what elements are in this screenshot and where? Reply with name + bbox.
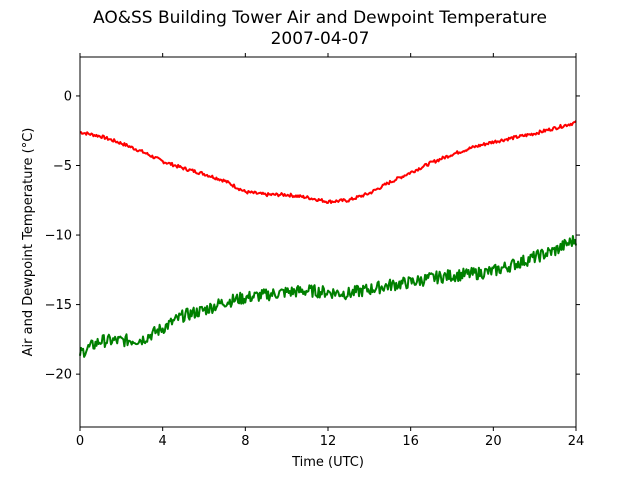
y-tick-label: 0 [64,89,72,104]
x-tick-label: 4 [159,434,167,449]
chart-subtitle: 2007-04-07 [270,29,370,49]
x-tick-label: 24 [568,434,585,449]
series-line-2 [79,235,577,358]
x-tick-label: 16 [402,434,419,449]
y-tick-label: −10 [45,229,72,244]
y-tick-label: −5 [53,159,72,174]
x-tick-label: 8 [241,434,249,449]
y-axis-label: Air and Dewpoint Temperature (°C) [21,128,36,357]
y-tick-label: −20 [45,368,72,383]
x-axis-label: Time (UTC) [291,455,364,470]
plot-frame [79,56,577,428]
y-tick-label: −15 [45,298,72,313]
series-layer [79,120,577,358]
chart-title: AO&SS Building Tower Air and Dewpoint Te… [92,8,547,28]
series-line-1 [80,120,577,204]
x-tick-label: 12 [320,434,337,449]
x-tick-label: 20 [485,434,502,449]
tick-layer: 0 4 8 12 16 20 24 0 −5 −10 −15 −20 [45,53,585,449]
x-tick-label: 0 [76,434,84,449]
